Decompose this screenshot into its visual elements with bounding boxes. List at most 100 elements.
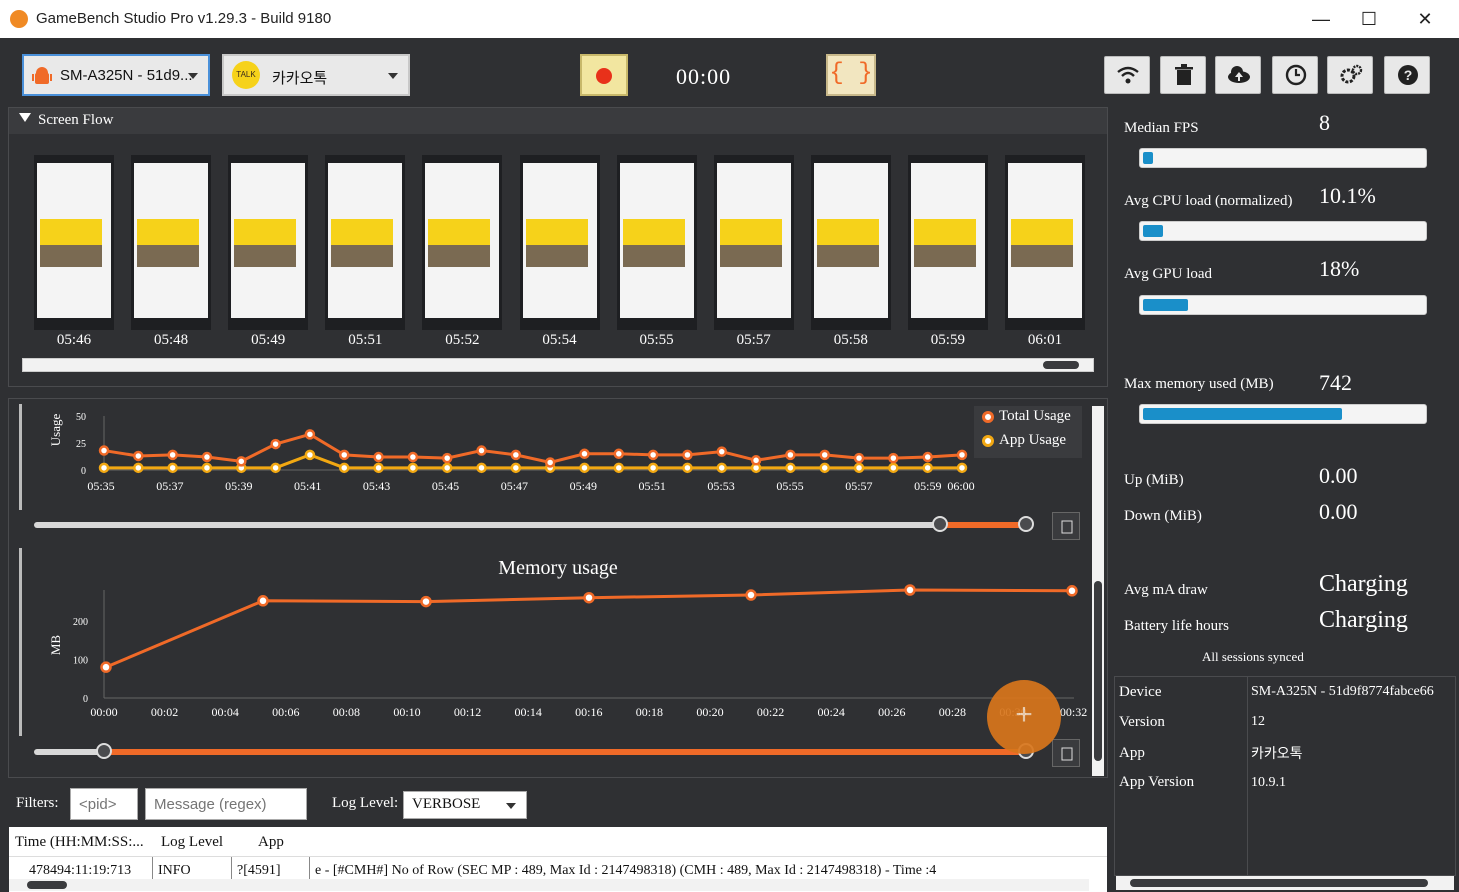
add-fab-button[interactable]: + (987, 680, 1061, 754)
chart-title: Memory usage (498, 557, 618, 579)
data-point (304, 429, 316, 440)
minimize-icon[interactable]: — (1312, 9, 1330, 29)
thumbnail-image (331, 245, 394, 267)
slider-handle-left[interactable] (96, 743, 112, 759)
table-row[interactable]: 478494:11:19:713 INFO ?[4591] e - [#CMH#… (9, 857, 1089, 881)
thumbnail-navbar (619, 318, 694, 330)
svg-text:?: ? (1404, 67, 1413, 83)
window-title: GameBench Studio Pro v1.29.3 - Build 918… (36, 10, 332, 27)
data-point (716, 446, 728, 457)
screen-thumbnail[interactable] (325, 155, 406, 330)
log-col-level[interactable]: Log Level (161, 834, 224, 850)
screen-flow-header[interactable]: Screen Flow (9, 108, 1107, 134)
gpu-bar (1139, 295, 1427, 315)
y-tick-label: 50 (76, 412, 86, 423)
data-point (441, 452, 453, 464)
data-point (613, 462, 625, 474)
thumbnail-navbar (813, 318, 888, 330)
legend-total: Total Usage (999, 408, 1071, 424)
thumbnail-time: 05:54 (542, 332, 577, 348)
upload-button[interactable] (1215, 56, 1261, 94)
col-divider (152, 857, 153, 881)
scrollbar-thumb[interactable] (1043, 361, 1079, 369)
data-point (407, 462, 419, 474)
help-button[interactable]: ? (1384, 56, 1430, 94)
data-point (98, 462, 110, 474)
usage-range-slider[interactable] (34, 516, 1034, 532)
collapse-icon[interactable] (19, 113, 31, 122)
slider-handle-left[interactable] (932, 516, 948, 532)
screen-thumbnail[interactable] (713, 155, 794, 330)
data-point (270, 462, 281, 474)
screen-thumbnail[interactable] (616, 155, 697, 330)
thumbnail-navbar (910, 318, 985, 330)
scrollbar-thumb[interactable] (27, 881, 67, 889)
scrollbar-thumb[interactable] (1094, 581, 1102, 761)
json-export-button[interactable]: { } (826, 54, 876, 96)
thumbnail-time: 05:51 (348, 332, 383, 348)
screen-thumbnail[interactable] (1005, 155, 1085, 330)
x-tick-label: 00:22 (757, 705, 784, 719)
up-label: Up (MiB) (1124, 472, 1184, 488)
thumbnail-image (137, 245, 200, 267)
maximize-icon[interactable]: ☐ (1360, 9, 1378, 29)
data-point (510, 449, 522, 461)
x-tick-label: 05:55 (776, 479, 803, 493)
x-tick-label: 05:53 (707, 479, 734, 493)
screen-thumbnail[interactable] (907, 155, 988, 330)
record-button[interactable] (580, 54, 628, 96)
data-point (373, 451, 384, 463)
screen-thumbnail[interactable] (519, 155, 600, 330)
chevron-down-icon (388, 73, 398, 79)
help-icon: ? (1398, 65, 1418, 85)
y-axis-label: Usage (48, 414, 63, 447)
memory-export-button[interactable] (1052, 739, 1080, 767)
close-icon[interactable]: ✕ (1417, 9, 1433, 29)
y-tick-label: 25 (76, 439, 86, 450)
device-combo-label: SM-A325N - 51d9... (60, 67, 193, 84)
legend-dot-total (982, 411, 994, 423)
thumbnail-navbar (425, 318, 500, 330)
log-col-time[interactable]: Time (HH:MM:SS:... (15, 834, 144, 850)
screen-thumbnail[interactable] (810, 155, 891, 330)
slider-handle-right[interactable] (1018, 516, 1034, 532)
screen-thumbnail[interactable] (131, 155, 212, 330)
log-level-select[interactable]: VERBOSE (403, 791, 527, 819)
usage-export-button[interactable] (1052, 512, 1080, 540)
version-label: Version (1119, 714, 1165, 730)
log-h-scrollbar[interactable] (9, 879, 1089, 891)
legend-dot-app (982, 435, 994, 447)
screen-thumbnail[interactable] (34, 155, 114, 330)
up-value: 0.00 (1319, 463, 1358, 488)
thumbnail-navbar (716, 318, 791, 330)
settings-button[interactable] (1327, 56, 1373, 94)
data-point (373, 462, 384, 474)
thumbnail-image (913, 245, 976, 267)
data-point (853, 452, 865, 464)
thumbnail-banner (525, 219, 588, 245)
log-col-app[interactable]: App (258, 834, 284, 850)
screen-flow-scrollbar[interactable] (22, 358, 1094, 372)
memory-range-slider[interactable] (34, 743, 1034, 759)
device-info-panel (1114, 676, 1456, 876)
data-point (476, 462, 487, 474)
data-point (745, 589, 757, 601)
charts-scrollbar[interactable] (1092, 406, 1104, 776)
message-regex-input[interactable] (145, 788, 307, 820)
delete-button[interactable] (1160, 56, 1206, 94)
screen-thumbnail[interactable] (228, 155, 309, 330)
screen-thumbnail[interactable] (422, 155, 503, 330)
pid-input[interactable] (70, 788, 138, 820)
x-tick-label: 00:32 (1060, 705, 1087, 719)
chart-divider (19, 548, 22, 736)
wifi-button[interactable] (1104, 56, 1150, 94)
y-axis-label: MB (48, 635, 63, 656)
history-button[interactable] (1272, 56, 1318, 94)
scrollbar-thumb[interactable] (1130, 879, 1428, 887)
device-combo[interactable]: SM-A325N - 51d9... (22, 54, 210, 96)
app-combo[interactable]: TALK 카카오톡 (222, 54, 410, 96)
info-h-scrollbar[interactable] (1116, 876, 1454, 890)
data-point (956, 449, 968, 461)
file-icon (1061, 747, 1073, 761)
device-label: Device (1119, 684, 1162, 700)
